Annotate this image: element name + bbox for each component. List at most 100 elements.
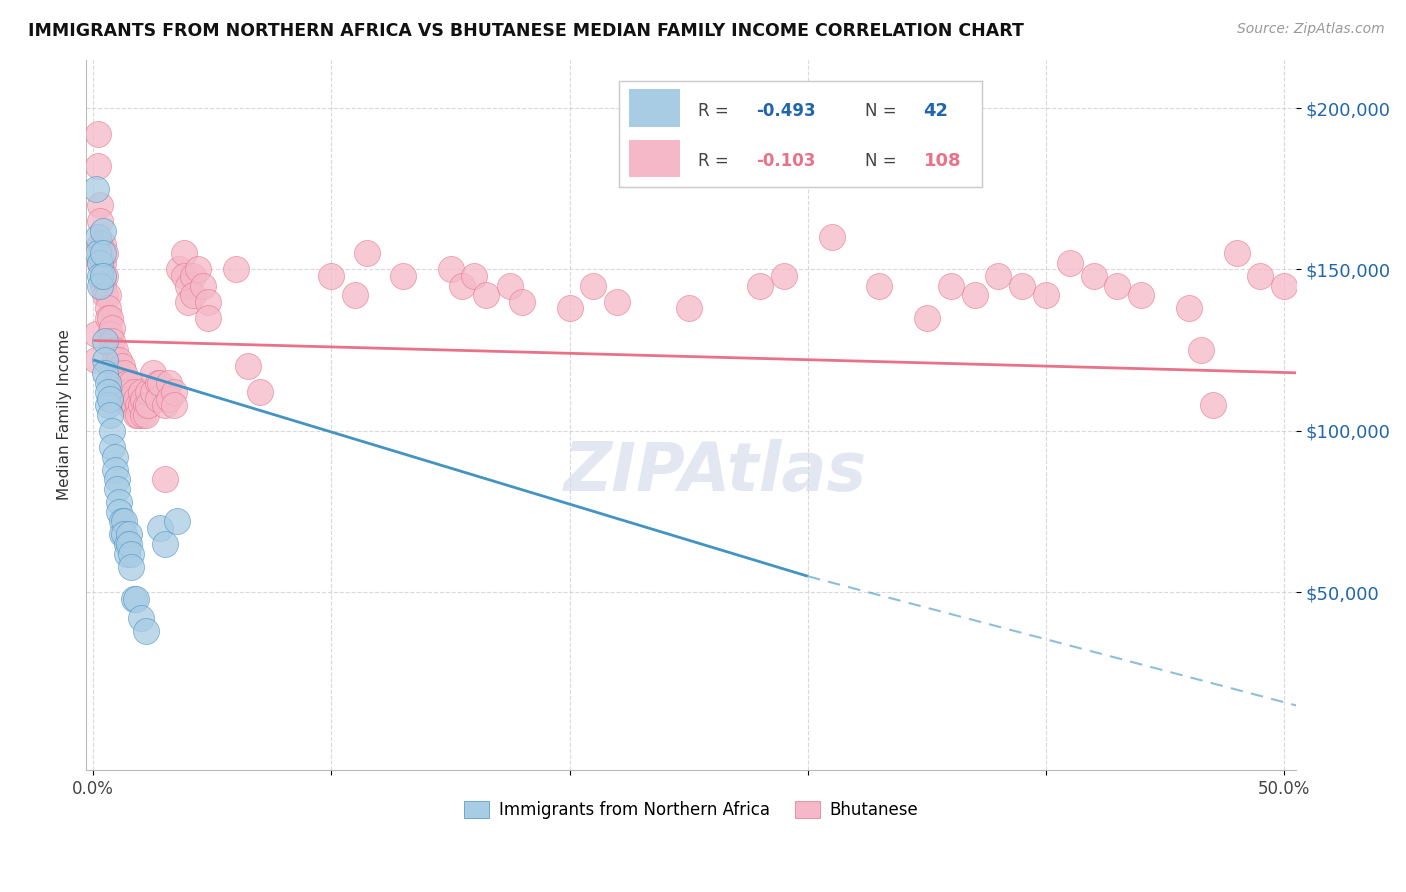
Point	[159, 376, 181, 390]
Point	[135, 398, 157, 412]
Point	[111, 527, 134, 541]
Point	[112, 527, 135, 541]
Point	[89, 256, 111, 270]
Point	[499, 278, 522, 293]
Point	[89, 278, 111, 293]
Text: Source: ZipAtlas.com: Source: ZipAtlas.com	[1237, 22, 1385, 37]
Point	[321, 268, 343, 283]
Point	[115, 537, 138, 551]
Text: ZIPAtlas: ZIPAtlas	[564, 439, 868, 505]
Point	[89, 256, 111, 270]
Point	[1226, 246, 1249, 260]
Point	[868, 278, 890, 293]
Point	[1272, 278, 1295, 293]
Point	[96, 376, 118, 390]
Point	[963, 288, 986, 302]
Point	[111, 376, 134, 390]
Point	[558, 301, 581, 316]
Point	[187, 262, 209, 277]
Point	[118, 385, 141, 400]
Point	[115, 547, 138, 561]
Y-axis label: Median Family Income: Median Family Income	[58, 329, 72, 500]
Point	[129, 385, 152, 400]
Point	[98, 408, 121, 422]
Point	[149, 376, 172, 390]
Point	[91, 256, 114, 270]
Point	[132, 408, 155, 422]
Point	[159, 392, 181, 406]
Point	[1130, 288, 1153, 302]
Point	[136, 398, 159, 412]
Point	[98, 327, 121, 342]
Point	[451, 278, 474, 293]
Point	[125, 408, 148, 422]
Point	[225, 262, 247, 277]
Point	[1059, 256, 1081, 270]
Point	[94, 352, 117, 367]
Point	[112, 514, 135, 528]
Point	[96, 385, 118, 400]
Point	[173, 268, 195, 283]
Point	[101, 424, 124, 438]
Point	[89, 214, 111, 228]
Point	[127, 408, 149, 422]
Point	[89, 236, 111, 251]
Point	[108, 495, 131, 509]
Point	[105, 472, 128, 486]
Point	[91, 268, 114, 283]
Point	[96, 310, 118, 325]
Point	[136, 385, 159, 400]
Point	[987, 268, 1010, 283]
Point	[111, 514, 134, 528]
Point	[582, 278, 605, 293]
Point	[1035, 288, 1057, 302]
Point	[105, 376, 128, 390]
Point	[96, 398, 118, 412]
Point	[89, 268, 111, 283]
Point	[344, 288, 367, 302]
Point	[1107, 278, 1129, 293]
Point	[91, 236, 114, 251]
Point	[112, 385, 135, 400]
Point	[105, 366, 128, 380]
Point	[104, 352, 127, 367]
Point	[1011, 278, 1033, 293]
Point	[249, 385, 271, 400]
Point	[84, 327, 107, 342]
Point	[108, 505, 131, 519]
Point	[915, 310, 938, 325]
Point	[181, 288, 204, 302]
Point	[129, 398, 152, 412]
Point	[89, 246, 111, 260]
Point	[120, 547, 142, 561]
Point	[125, 392, 148, 406]
Point	[1202, 398, 1225, 412]
Point	[127, 398, 149, 412]
Point	[167, 262, 190, 277]
Point	[1249, 268, 1271, 283]
Point	[87, 246, 110, 260]
Point	[149, 521, 172, 535]
Point	[101, 320, 124, 334]
Point	[749, 278, 772, 293]
Text: IMMIGRANTS FROM NORTHERN AFRICA VS BHUTANESE MEDIAN FAMILY INCOME CORRELATION CH: IMMIGRANTS FROM NORTHERN AFRICA VS BHUTA…	[28, 22, 1024, 40]
Point	[129, 611, 152, 625]
Point	[87, 230, 110, 244]
Point	[122, 385, 145, 400]
Point	[87, 159, 110, 173]
Point	[84, 352, 107, 367]
Point	[120, 392, 142, 406]
Point	[606, 294, 628, 309]
Point	[392, 268, 415, 283]
Point	[197, 310, 219, 325]
Point	[181, 268, 204, 283]
Point	[678, 301, 700, 316]
Point	[146, 376, 169, 390]
Point	[120, 559, 142, 574]
Point	[463, 268, 485, 283]
Point	[98, 392, 121, 406]
Point	[101, 440, 124, 454]
Point	[191, 278, 214, 293]
Point	[132, 392, 155, 406]
Point	[108, 366, 131, 380]
